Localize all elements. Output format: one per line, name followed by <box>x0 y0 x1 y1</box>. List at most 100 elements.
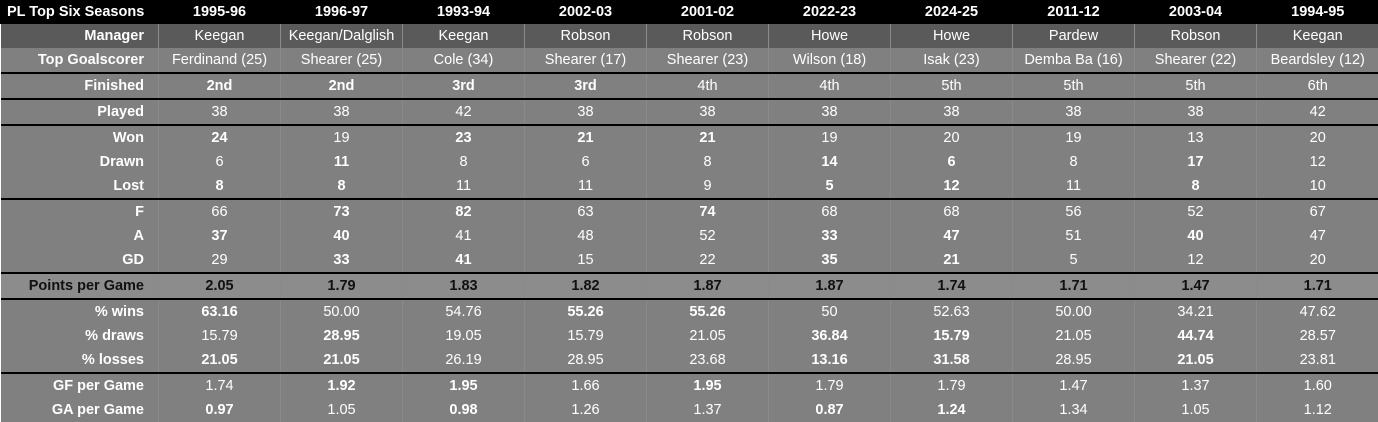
table-cell: 1.79 <box>891 373 1013 398</box>
table-cell: 5 <box>769 174 891 199</box>
table-cell: Robson <box>525 24 647 48</box>
table-cell: 63 <box>525 199 647 224</box>
table-cell: 41 <box>403 248 525 273</box>
table-cell: 20 <box>1257 125 1378 150</box>
table-cell: Wilson (18) <box>769 48 891 73</box>
table-cell: 50.00 <box>281 299 403 324</box>
table-cell: 44.74 <box>1135 324 1257 348</box>
table-cell: 22 <box>647 248 769 273</box>
table-cell: 5th <box>891 73 1013 99</box>
season-header: 1994-95 <box>1257 0 1378 24</box>
table-cell: 0.87 <box>769 398 891 422</box>
table-cell: 56 <box>1013 199 1135 224</box>
row-label: Played <box>1 99 159 125</box>
table-cell: 38 <box>769 99 891 125</box>
table-cell: 24 <box>159 125 281 150</box>
table-cell: 21.05 <box>1013 324 1135 348</box>
table-cell: 11 <box>525 174 647 199</box>
row-label: Points per Game <box>1 273 159 299</box>
season-header: 2002-03 <box>525 0 647 24</box>
season-header: 1996-97 <box>281 0 403 24</box>
table-cell: Beardsley (12) <box>1257 48 1378 73</box>
table-cell: Isak (23) <box>891 48 1013 73</box>
table-cell: 1.34 <box>1013 398 1135 422</box>
season-header: 2024-25 <box>891 0 1013 24</box>
table-cell: 8 <box>647 150 769 174</box>
table-cell: 23.68 <box>647 348 769 373</box>
row-label: A <box>1 224 159 248</box>
table-cell: 28.95 <box>281 324 403 348</box>
table-cell: 1.60 <box>1257 373 1378 398</box>
table-cell: 28.57 <box>1257 324 1378 348</box>
table-cell: 29 <box>159 248 281 273</box>
table-cell: 8 <box>281 174 403 199</box>
table-cell: 2nd <box>159 73 281 99</box>
table-cell: 1.24 <box>891 398 1013 422</box>
table-cell: 33 <box>281 248 403 273</box>
table-cell: 47.62 <box>1257 299 1378 324</box>
table-cell: 2nd <box>281 73 403 99</box>
table-cell: Shearer (22) <box>1135 48 1257 73</box>
season-header: 1993-94 <box>403 0 525 24</box>
season-header: 2003-04 <box>1135 0 1257 24</box>
table-cell: 1.83 <box>403 273 525 299</box>
table-title: PL Top Six Seasons <box>1 0 159 24</box>
table-cell: Robson <box>647 24 769 48</box>
season-header: 2011-12 <box>1013 0 1135 24</box>
table-cell: 17 <box>1135 150 1257 174</box>
table-cell: Howe <box>891 24 1013 48</box>
table-cell: 38 <box>891 99 1013 125</box>
table-cell: 38 <box>281 99 403 125</box>
table-cell: 26.19 <box>403 348 525 373</box>
row-label: GA per Game <box>1 398 159 422</box>
table-cell: 3rd <box>403 73 525 99</box>
table-cell: Keegan/Dalglish <box>281 24 403 48</box>
table-cell: 1.37 <box>647 398 769 422</box>
table-cell: 6th <box>1257 73 1378 99</box>
table-cell: 38 <box>525 99 647 125</box>
table-cell: 54.76 <box>403 299 525 324</box>
table-cell: 52 <box>1135 199 1257 224</box>
table-cell: 1.92 <box>281 373 403 398</box>
table-cell: 36.84 <box>769 324 891 348</box>
table-cell: 19 <box>769 125 891 150</box>
row-label: Finished <box>1 73 159 99</box>
table-cell: 5th <box>1013 73 1135 99</box>
table-cell: 68 <box>891 199 1013 224</box>
table-cell: 20 <box>891 125 1013 150</box>
table-cell: 38 <box>159 99 281 125</box>
table-cell: 3rd <box>525 73 647 99</box>
row-label: Manager <box>1 24 159 48</box>
table-cell: Demba Ba (16) <box>1013 48 1135 73</box>
table-cell: Pardew <box>1013 24 1135 48</box>
row-label: GF per Game <box>1 373 159 398</box>
table-cell: 1.95 <box>403 373 525 398</box>
table-cell: Cole (34) <box>403 48 525 73</box>
table-cell: 0.98 <box>403 398 525 422</box>
table-cell: 1.71 <box>1257 273 1378 299</box>
table-cell: 28.95 <box>1013 348 1135 373</box>
row-label: F <box>1 199 159 224</box>
row-label: % losses <box>1 348 159 373</box>
table-cell: Keegan <box>403 24 525 48</box>
table-cell: 50.00 <box>1013 299 1135 324</box>
table-cell: 11 <box>281 150 403 174</box>
table-cell: 8 <box>403 150 525 174</box>
table-cell: 4th <box>769 73 891 99</box>
table-cell: 19 <box>1013 125 1135 150</box>
table-cell: 52 <box>647 224 769 248</box>
table-cell: 51 <box>1013 224 1135 248</box>
table-cell: 37 <box>159 224 281 248</box>
table-cell: 1.95 <box>647 373 769 398</box>
table-cell: 21.05 <box>159 348 281 373</box>
table-cell: 19.05 <box>403 324 525 348</box>
table-cell: 42 <box>1257 99 1378 125</box>
table-cell: 68 <box>769 199 891 224</box>
